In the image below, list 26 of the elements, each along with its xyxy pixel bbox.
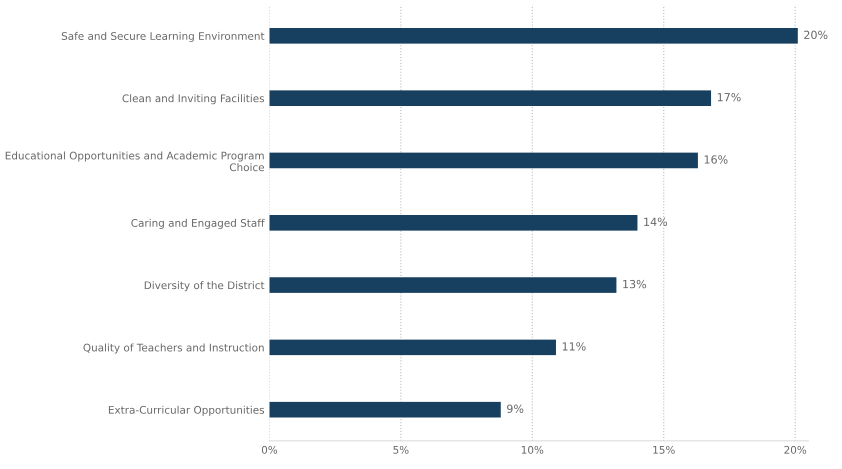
y-tick-label: Educational Opportunities and Academic Program Choice xyxy=(6,151,264,172)
data-label: 9% xyxy=(507,404,524,413)
y-tick-label: Diversity of the District xyxy=(144,281,264,292)
bar xyxy=(269,214,638,231)
y-tick-label: Quality of Teachers and Instruction xyxy=(83,343,264,354)
data-label: 14% xyxy=(644,218,668,226)
data-label: 20% xyxy=(804,30,828,40)
y-tick-label: Caring and Engaged Staff xyxy=(131,218,265,229)
bar xyxy=(269,402,501,418)
data-label: 17% xyxy=(718,92,741,102)
bar xyxy=(269,277,616,293)
x-tick-label: 10% xyxy=(522,446,544,454)
data-label: 11% xyxy=(562,342,586,351)
x-tick-label: 20% xyxy=(784,446,806,454)
y-tick-label: Clean and Inviting Facilities xyxy=(122,94,264,104)
bar xyxy=(269,90,712,106)
data-label: 13% xyxy=(623,280,646,288)
x-tick-label: 0% xyxy=(262,446,278,454)
y-tick-label: Extra-Curricular Opportunities xyxy=(108,406,264,416)
x-tick-label: 15% xyxy=(653,446,675,454)
x-tick-label: 5% xyxy=(393,446,409,454)
bar xyxy=(269,152,698,168)
bar xyxy=(269,28,798,44)
data-label: 16% xyxy=(704,155,728,164)
bar xyxy=(269,340,556,356)
y-tick-label: Safe and Secure Learning Environment xyxy=(62,32,264,42)
